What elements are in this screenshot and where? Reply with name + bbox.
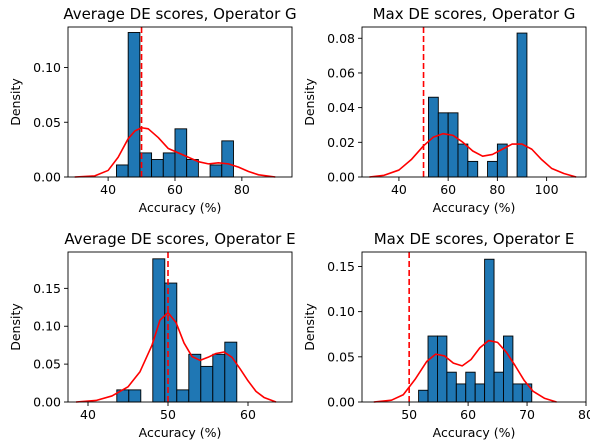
axes-frame (67, 251, 293, 403)
histogram-bar (512, 383, 523, 403)
chart-title: Average DE scores, Operator G (63, 5, 296, 23)
x-tick-label: 40 (80, 407, 96, 422)
chart-title: Average DE scores, Operator E (64, 230, 295, 248)
x-axis-label: Accuracy (%) (433, 200, 516, 215)
x-tick-label: 60 (240, 407, 256, 422)
kde-curve (75, 311, 277, 403)
kde-curve (373, 339, 557, 403)
histogram-bar (487, 160, 498, 178)
histogram-bar (455, 383, 467, 403)
histogram-bar (188, 353, 202, 403)
histogram-bar (493, 371, 504, 403)
y-tick-label: 0.00 (33, 395, 61, 410)
y-tick-label: 0.05 (33, 357, 61, 372)
y-tick-label: 0.06 (327, 65, 355, 80)
chart-panel-2: 40 60 80 100 0.00 0.02 0.04 0.06 0.08 Max DE scor… (302, 5, 587, 215)
y-tick-label: 0.04 (327, 100, 355, 115)
chart-title: Max DE scores, Operator E (374, 230, 575, 248)
histogram-bar (521, 383, 533, 403)
histogram-bar (127, 32, 141, 178)
histogram-bar (484, 258, 495, 403)
histogram-bar (467, 160, 479, 178)
x-tick-label: 80 (489, 182, 505, 197)
chart-panel-1: 40 60 80 0.00 0.05 0.10 Average DE scores, Ope… (8, 5, 297, 215)
histogram-bar (152, 258, 166, 403)
x-tick-label: 80 (234, 182, 250, 197)
y-tick-label: 0.15 (33, 281, 61, 296)
histogram-bar (212, 353, 226, 403)
histogram-bar (427, 335, 438, 403)
x-tick-label: 60 (460, 407, 476, 422)
histogram-bar (151, 159, 164, 178)
x-axis-label: Accuracy (%) (433, 425, 516, 440)
y-tick-label: 0.08 (327, 31, 355, 46)
x-tick-label: 70 (519, 407, 535, 422)
chart-title: Max DE scores, Operator G (373, 5, 576, 23)
histogram-bar (224, 341, 238, 403)
y-axis-label: Density (8, 303, 23, 351)
axes-frame (361, 26, 587, 178)
y-tick-label: 0.05 (33, 115, 61, 130)
y-tick-label: 0.00 (33, 170, 61, 185)
histogram-bar (437, 335, 448, 403)
histogram-bar (116, 164, 129, 178)
x-tick-label: 50 (160, 407, 176, 422)
kde-curve (74, 126, 276, 178)
histogram-bar (186, 159, 199, 178)
chart-panel-3: 40 50 60 0.00 0.05 0.10 0.15 Average DE scores,… (8, 230, 296, 440)
histogram-bar (457, 143, 469, 178)
y-tick-label: 0.15 (327, 259, 355, 274)
histogram-bar (465, 371, 476, 403)
x-tick-label: 40 (100, 182, 116, 197)
y-tick-label: 0.10 (33, 319, 61, 334)
chart-panel-4: 50 60 70 80 0.00 0.05 0.10 0.15 Max DE scores, O… (302, 230, 590, 440)
histogram-bar (162, 152, 176, 178)
x-tick-label: 40 (391, 182, 407, 197)
y-tick-label: 0.10 (33, 60, 61, 75)
x-tick-label: 60 (440, 182, 456, 197)
axes-frame (67, 26, 293, 178)
y-tick-label: 0.00 (327, 170, 355, 185)
y-tick-label: 0.02 (327, 135, 355, 150)
histogram-bar (164, 282, 178, 403)
y-tick-label: 0.05 (327, 349, 355, 364)
histogram-bar (446, 371, 457, 403)
histogram-bar (503, 335, 514, 403)
histogram-bar (221, 140, 234, 178)
x-tick-label: 60 (167, 182, 183, 197)
histogram-bar (176, 389, 190, 403)
histogram-bar (418, 389, 429, 403)
axes-frame (361, 251, 587, 403)
x-tick-label: 50 (401, 407, 417, 422)
histogram-bar (209, 164, 223, 178)
histogram-bar (437, 112, 449, 178)
y-tick-label: 0.10 (327, 304, 355, 319)
histogram-bar (516, 32, 528, 178)
histogram-bar (447, 112, 459, 178)
kde-curve (369, 132, 577, 178)
y-axis-label: Density (8, 78, 23, 126)
y-tick-label: 0.00 (327, 395, 355, 410)
histogram-bar (200, 365, 214, 403)
x-axis-label: Accuracy (%) (139, 425, 222, 440)
histogram-bar (128, 389, 142, 403)
histogram-bar (474, 383, 486, 403)
x-axis-label: Accuracy (%) (139, 200, 222, 215)
x-tick-label: 100 (535, 182, 559, 197)
y-axis-label: Density (302, 78, 317, 126)
y-axis-label: Density (302, 303, 317, 351)
x-tick-label: 80 (578, 407, 590, 422)
